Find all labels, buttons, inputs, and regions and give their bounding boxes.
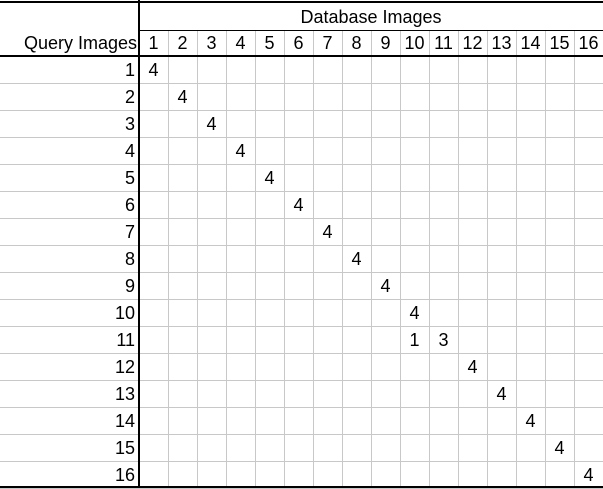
table-cell-value: 4 <box>293 195 304 215</box>
grid-vline <box>458 30 459 488</box>
row-header: 8 <box>124 249 135 269</box>
table-cell-value: 3 <box>438 330 449 350</box>
grid-vline <box>516 30 517 488</box>
row-header: 11 <box>116 330 135 350</box>
grid-hline <box>0 272 603 273</box>
table-cell-value: 4 <box>525 411 536 431</box>
grid-hline <box>0 55 603 57</box>
row-header: 1 <box>124 60 135 80</box>
grid-hline <box>0 110 603 111</box>
grid-hline <box>0 299 603 300</box>
table-cell-value: 1 <box>409 330 420 350</box>
row-header: 3 <box>124 114 135 134</box>
grid-vline <box>400 30 401 488</box>
grid-vline <box>574 30 575 488</box>
column-header: 12 <box>462 33 483 53</box>
grid-vline <box>226 30 227 488</box>
column-header: 6 <box>293 33 304 53</box>
grid-hline <box>139 30 603 31</box>
column-header: 5 <box>264 33 275 53</box>
column-header: 2 <box>177 33 188 53</box>
grid-hline <box>0 164 603 165</box>
table-cell-value: 4 <box>467 357 478 377</box>
table-cell-value: 4 <box>554 438 565 458</box>
row-header: 13 <box>114 384 135 404</box>
column-header: 15 <box>549 33 570 53</box>
column-header: 1 <box>148 33 159 53</box>
grid-hline <box>0 434 603 435</box>
row-header: 9 <box>124 276 135 296</box>
column-header: 7 <box>322 33 333 53</box>
grid-hline <box>0 1 603 3</box>
row-header: 10 <box>114 303 135 323</box>
row-header: 12 <box>114 357 135 377</box>
column-header: 9 <box>380 33 391 53</box>
column-header: 10 <box>404 33 425 53</box>
table-cell-value: 4 <box>322 222 333 242</box>
grid-hline <box>0 191 603 192</box>
grid-hline <box>0 137 603 138</box>
row-header: 15 <box>114 438 135 458</box>
grid-hline <box>0 326 603 327</box>
grid-hline <box>0 245 603 246</box>
grid-vline <box>255 30 256 488</box>
grid-vline <box>313 30 314 488</box>
column-header: 14 <box>520 33 541 53</box>
grid-hline <box>0 407 603 408</box>
grid-vline <box>342 30 343 488</box>
row-header: 2 <box>124 87 135 107</box>
table-cell-value: 4 <box>351 249 362 269</box>
table-cell-value: 4 <box>380 276 391 296</box>
column-header: 3 <box>206 33 217 53</box>
table-cell-value: 4 <box>235 141 246 161</box>
table-cell-value: 4 <box>177 87 188 107</box>
grid-hline <box>0 218 603 219</box>
grid-vline <box>487 30 488 488</box>
grid-vline <box>429 30 430 488</box>
grid-vline <box>168 30 169 488</box>
table-cell-value: 4 <box>583 465 594 485</box>
row-header: 4 <box>124 141 135 161</box>
row-group-header: Query Images <box>23 33 137 53</box>
grid-vline <box>138 0 140 488</box>
table-cell-value: 4 <box>409 303 420 323</box>
column-header: 11 <box>434 33 453 53</box>
row-header: 6 <box>124 195 135 215</box>
column-header: 4 <box>235 33 246 53</box>
grid-vline <box>545 30 546 488</box>
column-header: 16 <box>578 33 599 53</box>
table-cell-value: 4 <box>496 384 507 404</box>
grid-hline <box>0 83 603 84</box>
grid-vline <box>284 30 285 488</box>
row-header: 7 <box>124 222 135 242</box>
grid-vline <box>197 30 198 488</box>
grid-hline <box>0 461 603 462</box>
column-header: 8 <box>351 33 362 53</box>
row-header: 14 <box>114 411 135 431</box>
column-header: 13 <box>491 33 512 53</box>
grid-hline <box>0 380 603 381</box>
column-group-header: Database Images <box>300 6 442 27</box>
grid-hline <box>0 486 603 488</box>
grid-vline <box>371 30 372 488</box>
table-cell-value: 4 <box>148 60 159 80</box>
table-cell-value: 4 <box>264 168 275 188</box>
row-header: 16 <box>114 465 135 485</box>
table-cell-value: 4 <box>206 114 217 134</box>
grid-hline <box>0 353 603 354</box>
row-header: 5 <box>124 168 135 188</box>
